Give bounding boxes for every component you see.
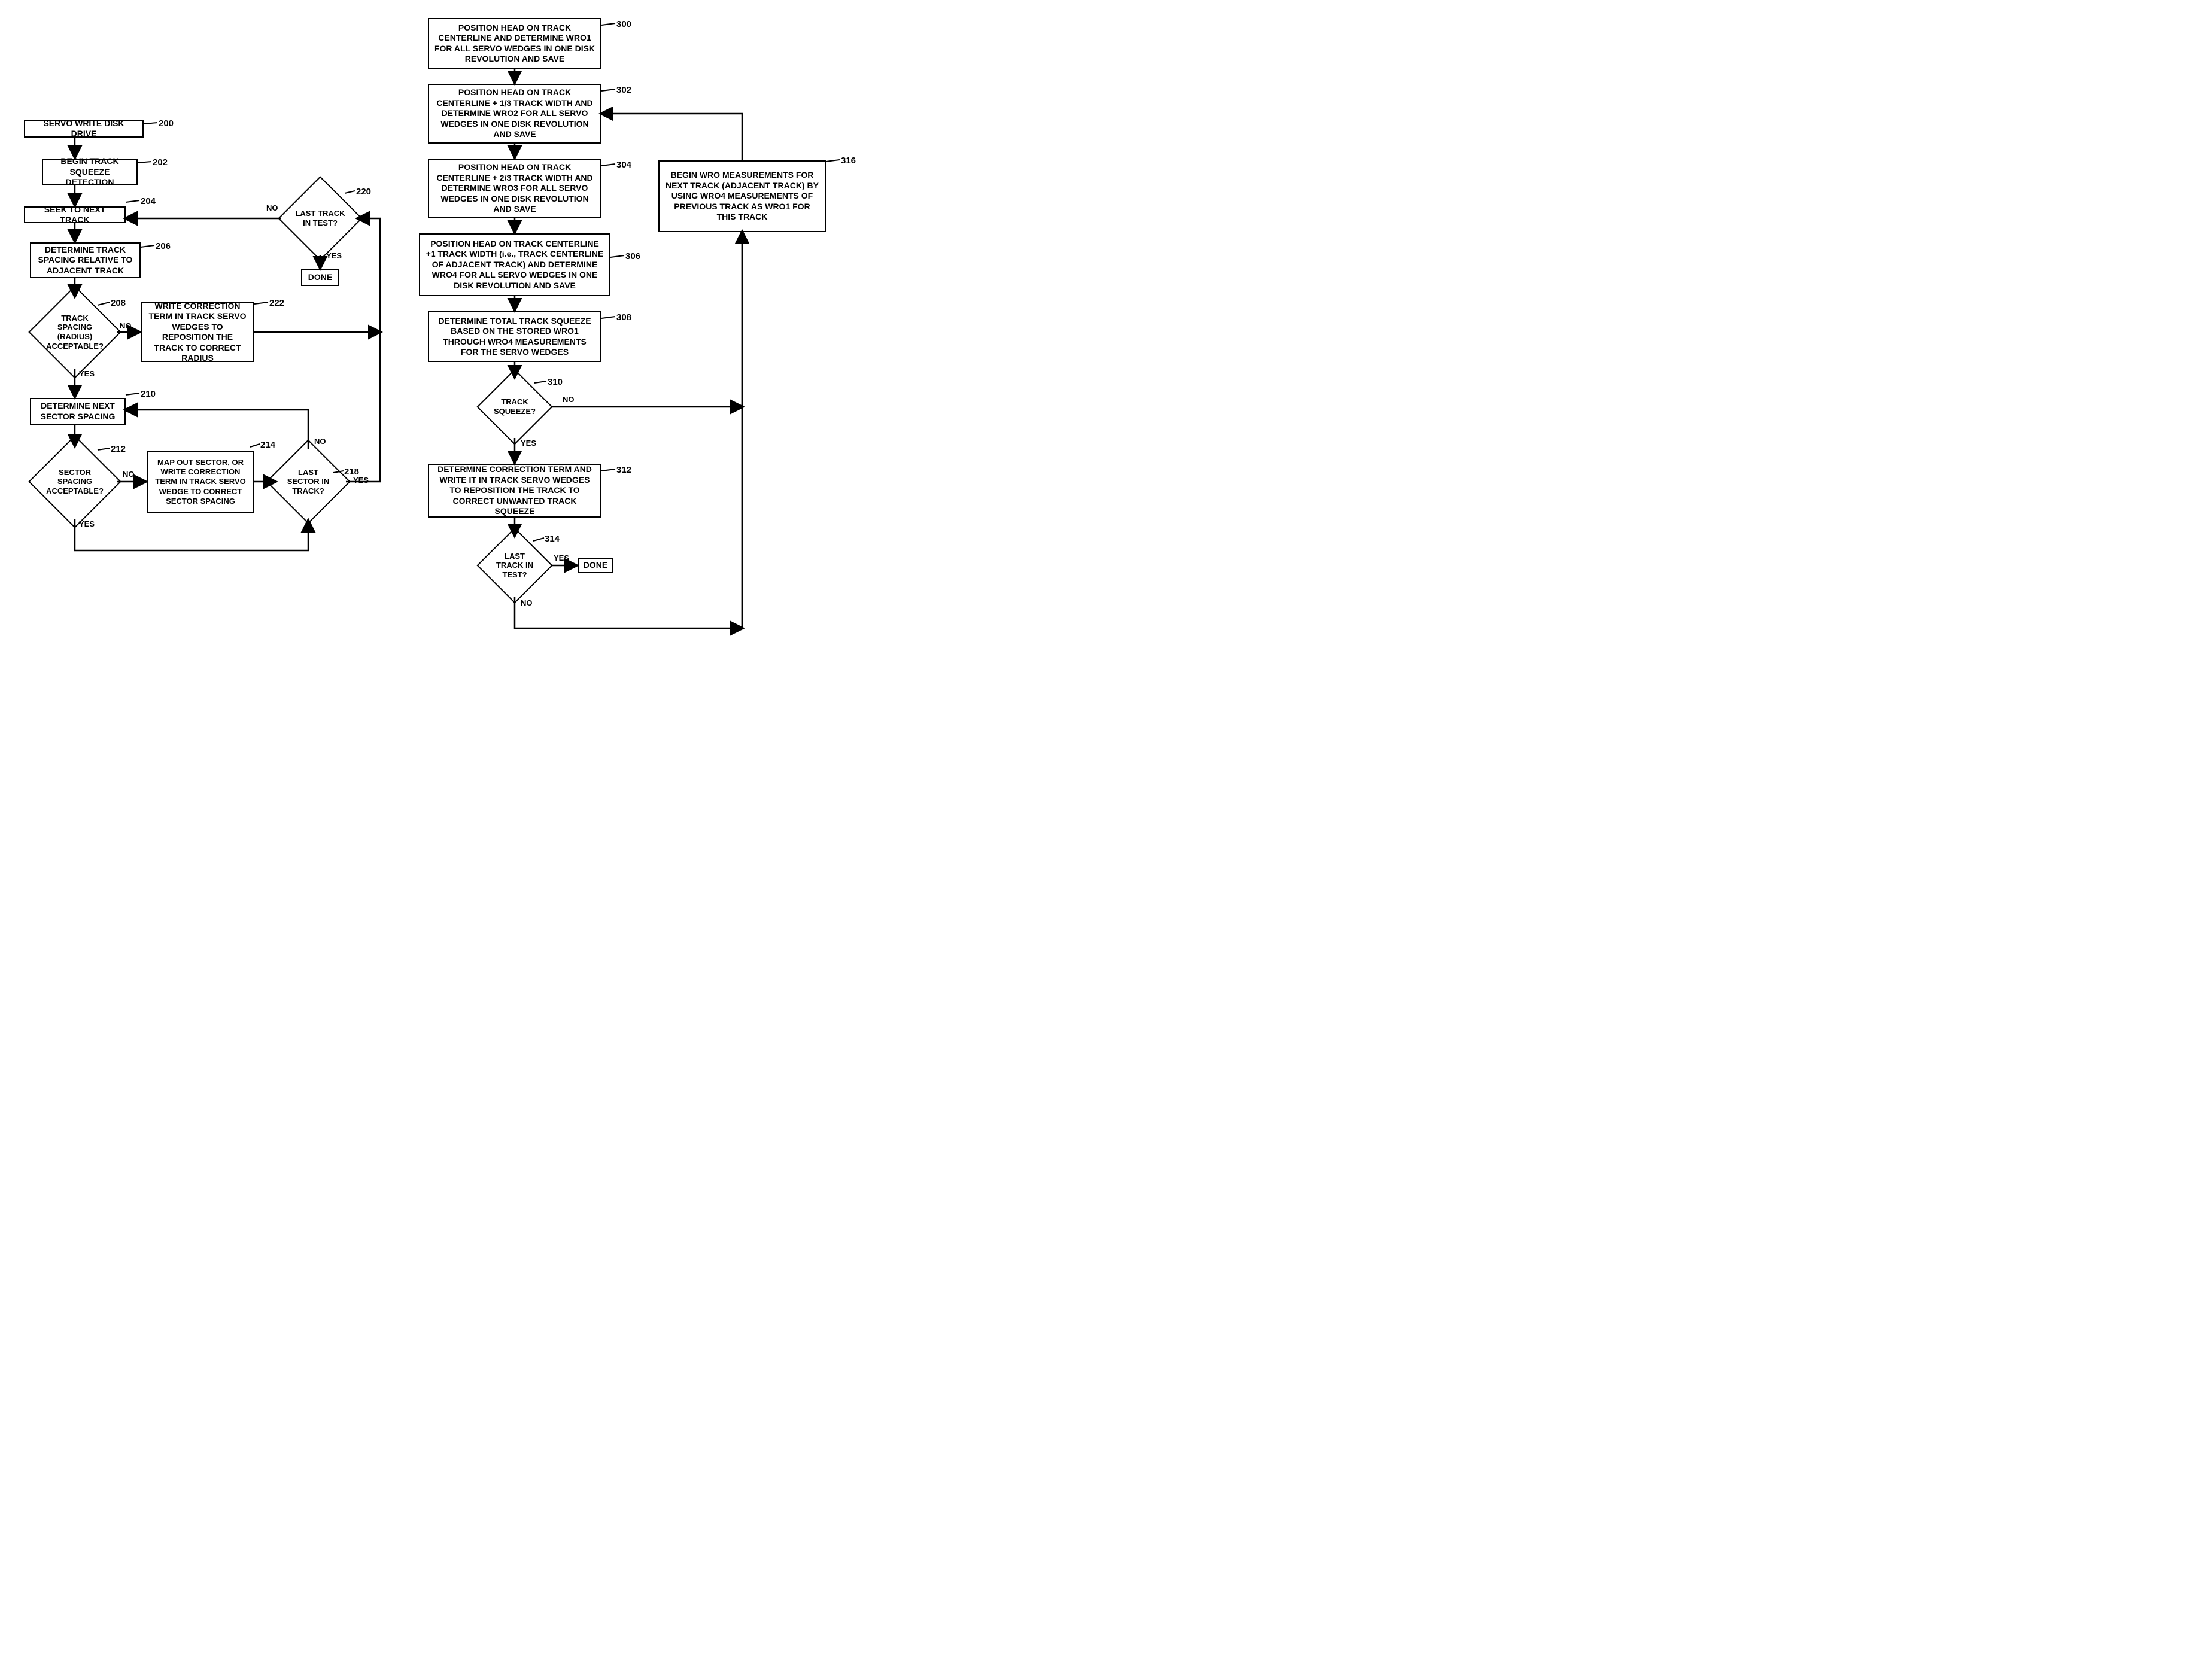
ref-300: 300: [616, 19, 631, 29]
ref-220: 220: [356, 187, 371, 197]
box-200: SERVO WRITE DISK DRIVE: [24, 120, 144, 138]
ref-310: 310: [548, 377, 563, 387]
diamond-310: TRACK SQUEEZE?: [488, 380, 542, 434]
label-yes-218: YES: [353, 476, 369, 485]
box-206: DETERMINE TRACK SPACING RELATIVE TO ADJA…: [30, 242, 141, 278]
ref-206: 206: [156, 241, 171, 251]
diamond-208: TRACK SPACING (RADIUS) ACCEPTABLE?: [42, 299, 108, 365]
diamond-220: LAST TRACK IN TEST?: [290, 188, 350, 248]
ref-308: 308: [616, 312, 631, 323]
ref-314: 314: [545, 534, 560, 544]
flowchart-canvas: SERVO WRITE DISK DRIVE 200 BEGIN TRACK S…: [12, 12, 898, 682]
diamond-314: LAST TRACK IN TEST?: [488, 539, 542, 592]
ref-316: 316: [841, 156, 856, 166]
box-222: WRITE CORRECTION TERM IN TRACK SERVO WED…: [141, 302, 254, 362]
box-214: MAP OUT SECTOR, OR WRITE CORRECTION TERM…: [147, 451, 254, 513]
box-306: POSITION HEAD ON TRACK CENTERLINE +1 TRA…: [419, 233, 610, 296]
diamond-212: SECTOR SPACING ACCEPTABLE?: [42, 449, 108, 515]
box-210: DETERMINE NEXT SECTOR SPACING: [30, 398, 126, 425]
ref-202: 202: [153, 157, 168, 168]
box-done-right: DONE: [578, 558, 613, 573]
ref-304: 304: [616, 160, 631, 170]
ref-312: 312: [616, 465, 631, 475]
box-300: POSITION HEAD ON TRACK CENTERLINE AND DE…: [428, 18, 601, 69]
ref-214: 214: [260, 440, 275, 450]
label-no-310: NO: [563, 395, 575, 404]
ref-302: 302: [616, 85, 631, 95]
label-no-314: NO: [521, 598, 533, 607]
ref-306: 306: [625, 251, 640, 261]
ref-200: 200: [159, 118, 174, 129]
box-done-left: DONE: [301, 269, 339, 286]
ref-208: 208: [111, 298, 126, 308]
box-304: POSITION HEAD ON TRACK CENTERLINE + 2/3 …: [428, 159, 601, 218]
label-no-218: NO: [314, 437, 326, 446]
ref-212: 212: [111, 444, 126, 454]
ref-222: 222: [269, 298, 284, 308]
label-no-220: NO: [266, 203, 278, 212]
label-no-212: NO: [123, 470, 135, 479]
ref-210: 210: [141, 389, 156, 399]
box-308: DETERMINE TOTAL TRACK SQUEEZE BASED ON T…: [428, 311, 601, 362]
label-no-208: NO: [120, 321, 132, 330]
label-yes-314: YES: [554, 553, 569, 562]
box-312: DETERMINE CORRECTION TERM AND WRITE IT I…: [428, 464, 601, 518]
label-yes-212: YES: [79, 519, 95, 528]
diamond-218: LAST SECTOR IN TRACK?: [278, 452, 338, 512]
box-204: SEEK TO NEXT TRACK: [24, 206, 126, 223]
box-316: BEGIN WRO MEASUREMENTS FOR NEXT TRACK (A…: [658, 160, 826, 232]
label-yes-208: YES: [79, 369, 95, 378]
label-yes-220: YES: [326, 251, 342, 260]
box-302: POSITION HEAD ON TRACK CENTERLINE + 1/3 …: [428, 84, 601, 144]
box-202: BEGIN TRACK SQUEEZE DETECTION: [42, 159, 138, 185]
label-yes-310: YES: [521, 439, 536, 448]
ref-204: 204: [141, 196, 156, 206]
